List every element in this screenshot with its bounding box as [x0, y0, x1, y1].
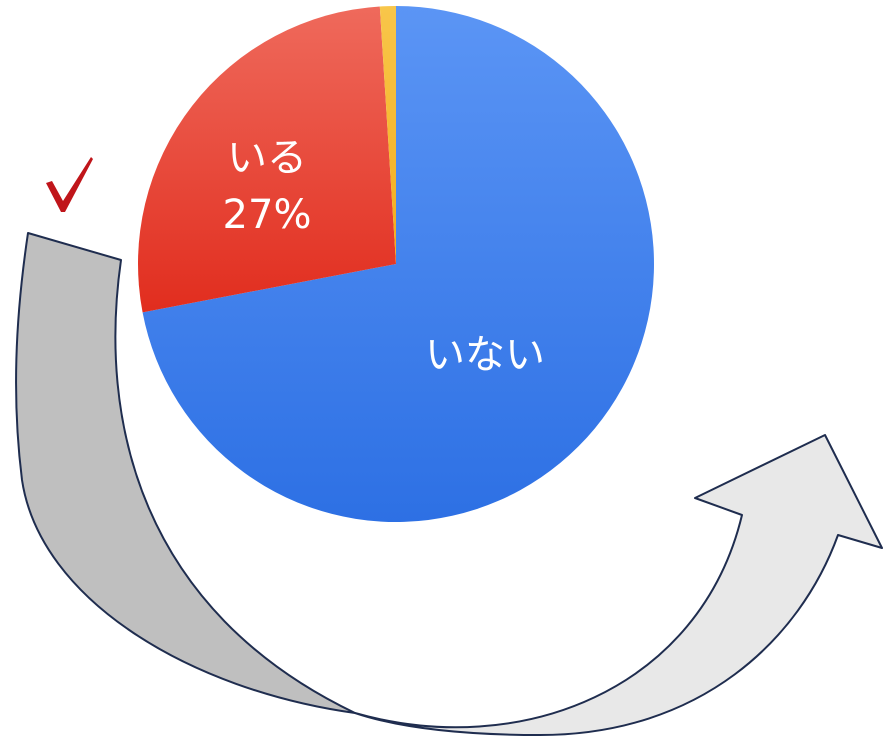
pie-chart [138, 6, 655, 522]
curved-arrow-back-band [15, 232, 356, 714]
slice-label-iru-percent: 27% [223, 192, 312, 238]
slice-label-inai: いない [425, 332, 545, 378]
pie-slice-other [379, 6, 396, 264]
curved-arrow-front-band [354, 434, 883, 736]
pie-slice-iru [138, 6, 397, 313]
pie-slice-inai [142, 6, 655, 522]
slice-label-iru-name: いる [227, 135, 307, 181]
checkmark-icon [46, 157, 93, 212]
